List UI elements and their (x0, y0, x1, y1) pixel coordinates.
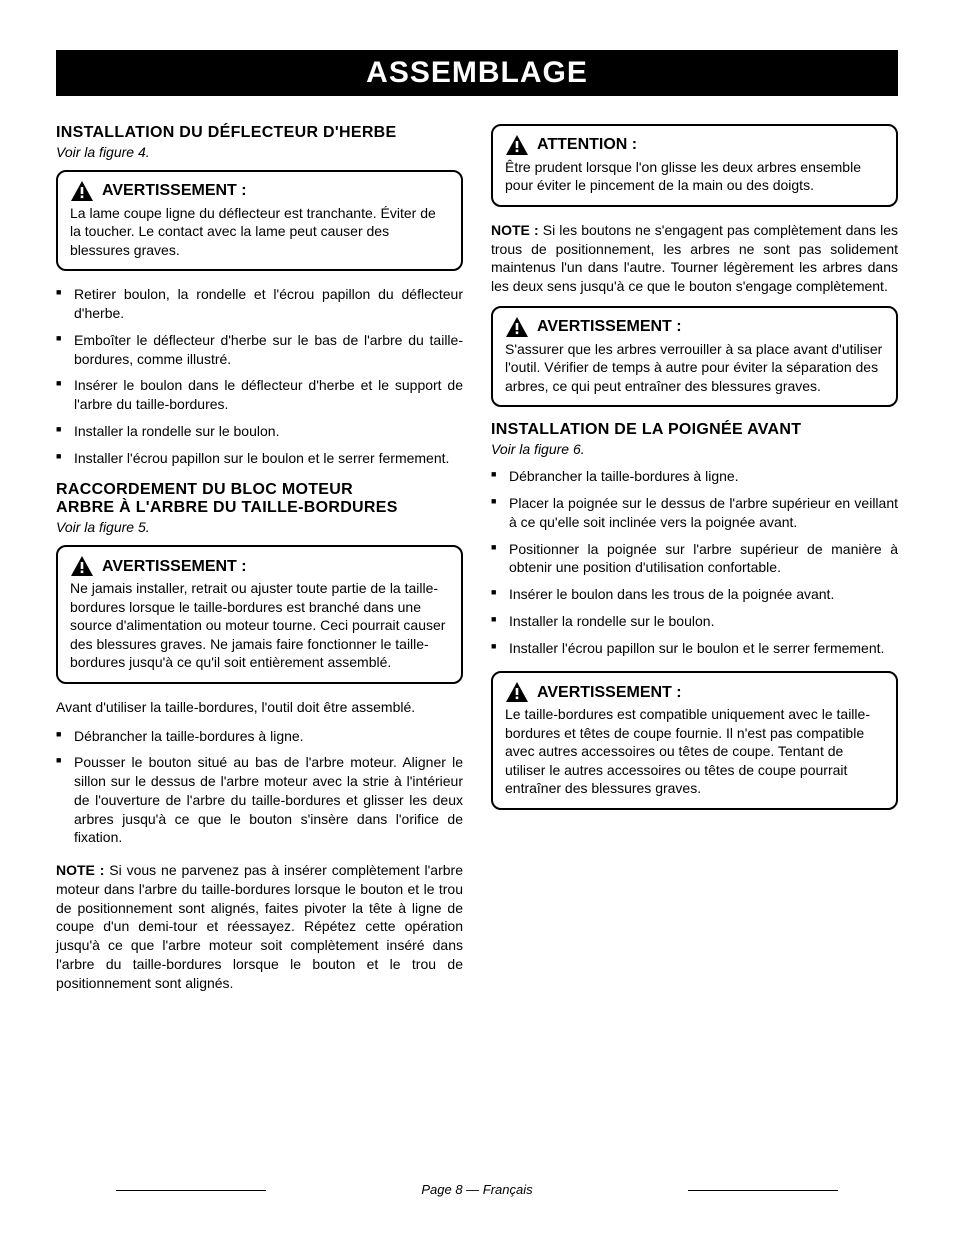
shaft-note: NOTE : Si vous ne parvenez pas à insérer… (56, 861, 463, 992)
figure-ref-4: Voir la figure 4. (56, 144, 463, 160)
warning-icon (505, 316, 529, 338)
warning-label: AVERTISSEMENT : (102, 180, 247, 201)
note-label: NOTE : (56, 862, 104, 878)
warning-text: S'assurer que les arbres verrouiller à s… (505, 341, 882, 394)
warning-icon (505, 681, 529, 703)
caution-text: Être prudent lorsque l'on glisse les deu… (505, 159, 861, 193)
list-item: Débrancher la taille-bordures à ligne. (56, 727, 463, 746)
warning-icon (70, 180, 94, 202)
warning-box-lock: AVERTISSEMENT : S'assurer que les arbres… (491, 306, 898, 407)
caution-label: ATTENTION : (537, 134, 637, 155)
content-columns: INSTALLATION DU DÉFLECTEUR D'HERBE Voir … (56, 124, 898, 1002)
caution-box: ATTENTION : Être prudent lorsque l'on gl… (491, 124, 898, 207)
list-item: Installer l'écrou papillon sur le boulon… (56, 449, 463, 468)
shaft-intro: Avant d'utiliser la taille-bordures, l'o… (56, 698, 463, 717)
page-footer: Page 8 — Français (56, 1182, 898, 1197)
warning-header: AVERTISSEMENT : (505, 681, 884, 703)
handle-steps: Débrancher la taille-bordures à ligne. P… (491, 467, 898, 657)
list-item: Débrancher la taille-bordures à ligne. (491, 467, 898, 486)
note-text: Si les boutons ne s'engagent pas complèt… (491, 222, 898, 294)
warning-box-shaft: AVERTISSEMENT : Ne jamais installer, ret… (56, 545, 463, 683)
right-column: ATTENTION : Être prudent lorsque l'on gl… (491, 124, 898, 1002)
warning-box-deflector: AVERTISSEMENT : La lame coupe ligne du d… (56, 170, 463, 271)
warning-label: AVERTISSEMENT : (537, 316, 682, 337)
warning-header: AVERTISSEMENT : (505, 316, 884, 338)
warning-icon (70, 555, 94, 577)
warning-text: La lame coupe ligne du déflecteur est tr… (70, 205, 436, 258)
list-item: Installer l'écrou papillon sur le boulon… (491, 639, 898, 658)
list-item: Emboîter le déflecteur d'herbe sur le ba… (56, 331, 463, 369)
list-item: Placer la poignée sur le dessus de l'arb… (491, 494, 898, 532)
shaft-heading-2: ARBRE À L'ARBRE DU TAILLE-BORDURES (56, 499, 463, 517)
warning-box-compat: AVERTISSEMENT : Le taille-bordures est c… (491, 671, 898, 809)
list-item: Installer la rondelle sur le boulon. (491, 612, 898, 631)
shaft-steps: Débrancher la taille-bordures à ligne. P… (56, 727, 463, 848)
list-item: Insérer le boulon dans les trous de la p… (491, 585, 898, 604)
list-item: Insérer le boulon dans le déflecteur d'h… (56, 376, 463, 414)
deflector-heading: INSTALLATION DU DÉFLECTEUR D'HERBE (56, 124, 463, 142)
handle-heading: INSTALLATION DE LA POIGNÉE AVANT (491, 421, 898, 439)
page-title-banner: ASSEMBLAGE (56, 50, 898, 96)
deflector-steps: Retirer boulon, la rondelle et l'écrou p… (56, 285, 463, 467)
warning-text: Le taille-bordures est compatible unique… (505, 706, 870, 796)
page: ASSEMBLAGE INSTALLATION DU DÉFLECTEUR D'… (0, 0, 954, 1237)
warning-header: AVERTISSEMENT : (70, 180, 449, 202)
left-column: INSTALLATION DU DÉFLECTEUR D'HERBE Voir … (56, 124, 463, 1002)
list-item: Retirer boulon, la rondelle et l'écrou p… (56, 285, 463, 323)
warning-header: AVERTISSEMENT : (70, 555, 449, 577)
right-note: NOTE : Si les boutons ne s'engagent pas … (491, 221, 898, 296)
warning-label: AVERTISSEMENT : (102, 556, 247, 577)
shaft-heading-1: RACCORDEMENT DU BLOC MOTEUR (56, 481, 463, 499)
list-item: Installer la rondelle sur le boulon. (56, 422, 463, 441)
figure-ref-5: Voir la figure 5. (56, 519, 463, 535)
list-item: Pousser le bouton situé au bas de l'arbr… (56, 753, 463, 847)
caution-header: ATTENTION : (505, 134, 884, 156)
note-label: NOTE : (491, 222, 539, 238)
warning-icon (505, 134, 529, 156)
figure-ref-6: Voir la figure 6. (491, 441, 898, 457)
list-item: Positionner la poignée sur l'arbre supér… (491, 540, 898, 578)
warning-label: AVERTISSEMENT : (537, 682, 682, 703)
note-text: Si vous ne parvenez pas à insérer complè… (56, 862, 463, 991)
warning-text: Ne jamais installer, retrait ou ajuster … (70, 580, 445, 670)
